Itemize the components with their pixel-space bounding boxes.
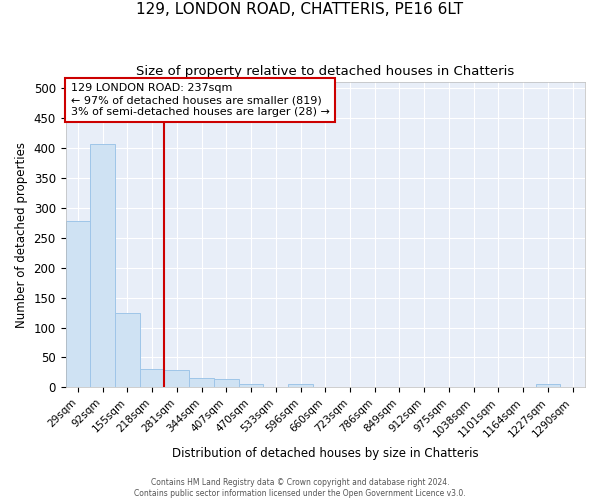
Text: Contains HM Land Registry data © Crown copyright and database right 2024.
Contai: Contains HM Land Registry data © Crown c… <box>134 478 466 498</box>
Bar <box>536 384 560 388</box>
Bar <box>90 144 115 388</box>
Title: Size of property relative to detached houses in Chatteris: Size of property relative to detached ho… <box>136 65 514 78</box>
Text: 129 LONDON ROAD: 237sqm
← 97% of detached houses are smaller (819)
3% of semi-de: 129 LONDON ROAD: 237sqm ← 97% of detache… <box>71 84 329 116</box>
Text: 129, LONDON ROAD, CHATTERIS, PE16 6LT: 129, LONDON ROAD, CHATTERIS, PE16 6LT <box>136 2 464 18</box>
Y-axis label: Number of detached properties: Number of detached properties <box>15 142 28 328</box>
Bar <box>288 384 313 388</box>
Bar <box>65 222 90 388</box>
Bar <box>164 370 189 388</box>
Bar <box>189 378 214 388</box>
Bar <box>214 379 239 388</box>
Bar <box>239 384 263 388</box>
Bar <box>140 370 164 388</box>
X-axis label: Distribution of detached houses by size in Chatteris: Distribution of detached houses by size … <box>172 447 479 460</box>
Bar <box>115 313 140 388</box>
